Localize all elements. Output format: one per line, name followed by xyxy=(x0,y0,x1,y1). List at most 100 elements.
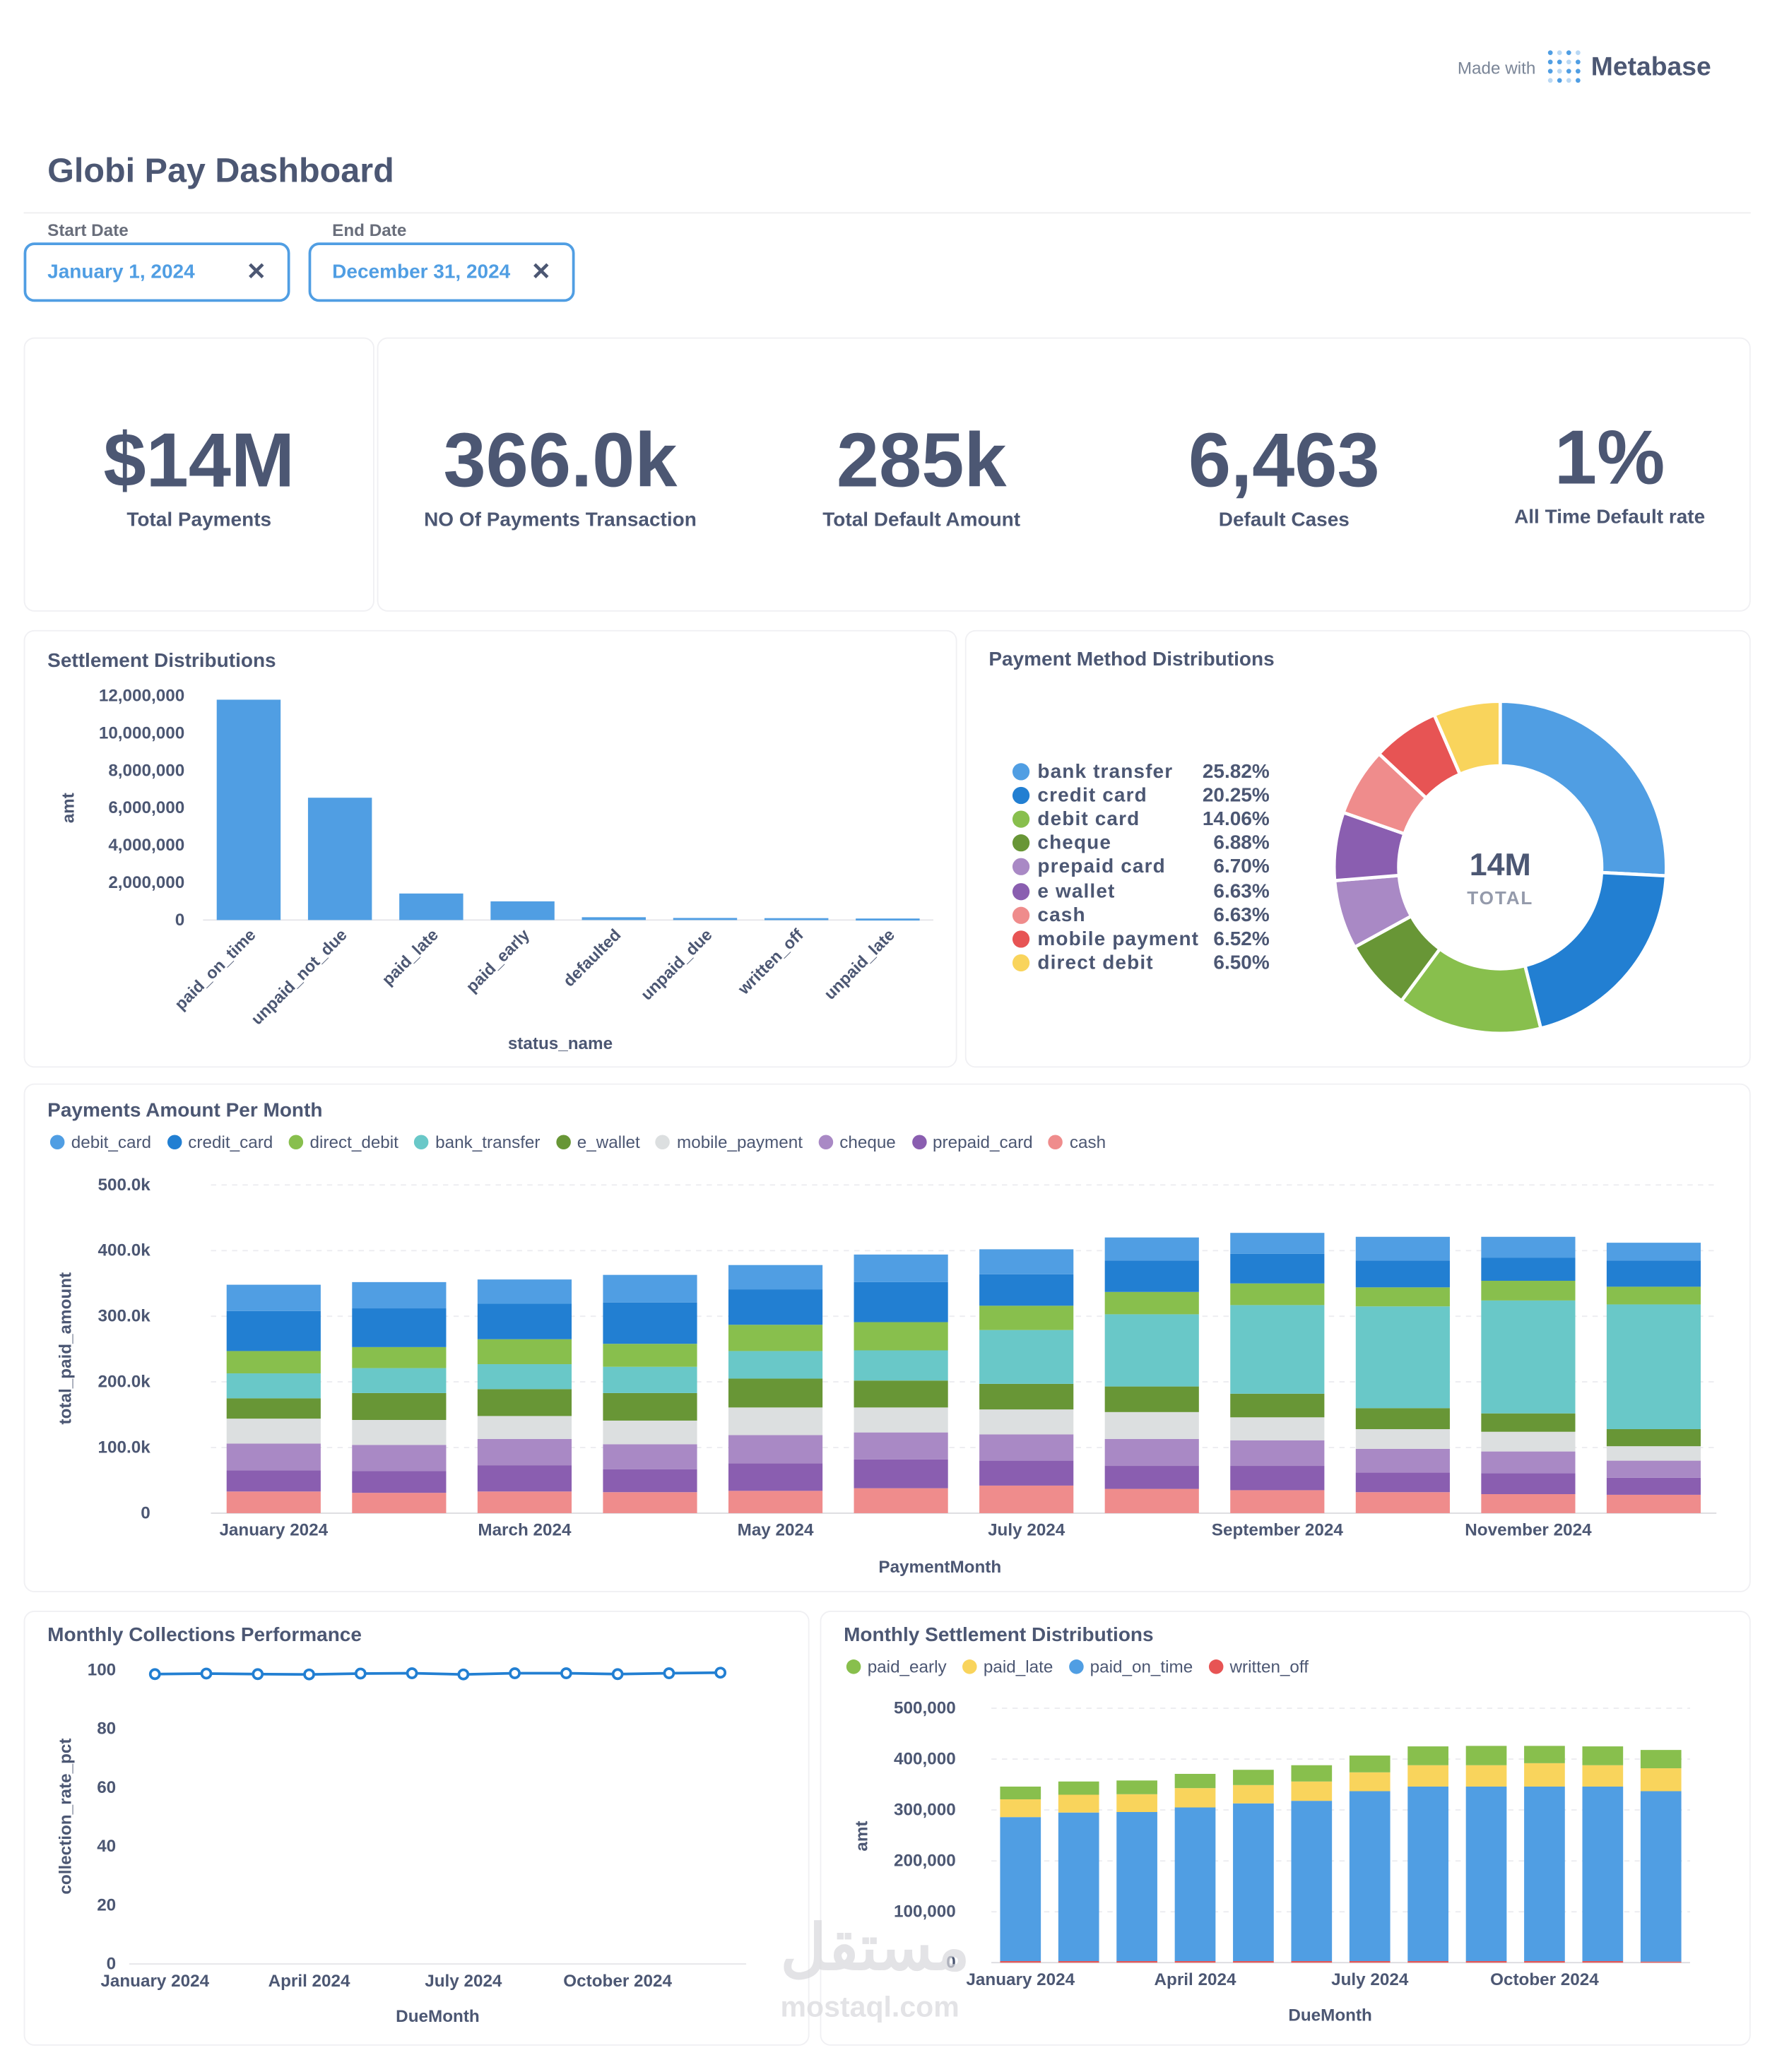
bar-segment xyxy=(979,1485,1074,1513)
bar-segment xyxy=(603,1302,697,1344)
bar-segment xyxy=(226,1398,321,1419)
legend-label: debit_card xyxy=(71,1132,152,1152)
bar-segment xyxy=(352,1368,447,1393)
y-tick-label: 300.0k xyxy=(98,1307,151,1326)
y-tick-label: 10,000,000 xyxy=(99,723,184,742)
start-date-filter[interactable]: January 1, 2024 ✕ xyxy=(23,242,290,302)
kpi-label: Total Default Amount xyxy=(822,509,1021,531)
legend-item[interactable]: bank transfer 25.82% xyxy=(1012,759,1270,783)
bar-segment xyxy=(979,1409,1074,1435)
data-point xyxy=(457,1668,470,1681)
metabase-brand: Metabase xyxy=(1590,52,1711,81)
legend-item[interactable]: prepaid card 6.70% xyxy=(1012,855,1270,879)
legend-item[interactable]: credit card 20.25% xyxy=(1012,783,1270,807)
y-tick-label: 0 xyxy=(107,1955,117,1974)
bar-segment xyxy=(1291,1961,1333,1963)
payment-method-chart-title: Payment Method Distributions xyxy=(988,648,1275,671)
made-with-label: Made with xyxy=(1457,57,1536,78)
payments-per-month-legend: debit_card credit_card direct_debit bank_tr… xyxy=(49,1132,1106,1152)
y-tick-label: 80 xyxy=(97,1719,116,1739)
bar-segment xyxy=(1640,1961,1682,1963)
y-tick-label: 6,000,000 xyxy=(108,798,184,817)
x-tick-label: paid_on_time xyxy=(171,925,259,1014)
data-point xyxy=(303,1668,315,1681)
end-date-filter[interactable]: December 31, 2024 ✕ xyxy=(308,242,575,302)
legend-item[interactable]: debit_card xyxy=(49,1132,152,1152)
bar-segment xyxy=(1230,1233,1325,1254)
bar-segment xyxy=(603,1392,697,1421)
made-with-metabase[interactable]: Made with Metabase xyxy=(1458,47,1711,87)
bar-segment xyxy=(1481,1413,1576,1432)
bar xyxy=(581,917,646,920)
legend-item[interactable]: cash xyxy=(1049,1132,1106,1152)
legend-dot xyxy=(962,1659,977,1674)
bar-segment xyxy=(603,1444,697,1469)
bar-segment xyxy=(477,1279,572,1304)
legend-item[interactable]: mobile payment 6.52% xyxy=(1012,927,1270,951)
y-axis-title: collection_rate_pct xyxy=(57,1739,76,1895)
monthly-settlement-legend: paid_early paid_late paid_on_time written_o… xyxy=(846,1657,1309,1676)
bar-segment xyxy=(1349,1756,1391,1772)
legend-percent: 6.63% xyxy=(1213,904,1270,927)
bar-segment xyxy=(1355,1306,1450,1409)
legend-label: mobile payment xyxy=(1037,928,1200,951)
y-tick-label: 12,000,000 xyxy=(99,687,184,706)
legend-item[interactable]: paid_on_time xyxy=(1068,1657,1193,1676)
bar-segment xyxy=(1349,1772,1391,1792)
bar-segment xyxy=(1116,1961,1157,1963)
bar-segment xyxy=(1355,1408,1450,1430)
legend-item[interactable]: e_wallet xyxy=(555,1132,640,1152)
bar xyxy=(764,918,829,920)
bar-segment xyxy=(226,1470,321,1492)
legend-label: paid_early xyxy=(867,1657,947,1677)
bar-segment xyxy=(603,1344,697,1367)
bar-segment xyxy=(1174,1773,1216,1789)
legend-item[interactable]: bank_transfer xyxy=(414,1132,541,1152)
legend-percent: 6.52% xyxy=(1213,928,1270,951)
x-tick-label: April 2024 xyxy=(268,1972,350,1991)
clear-start-date-icon[interactable]: ✕ xyxy=(246,258,266,285)
legend-item[interactable]: direct debit 6.50% xyxy=(1012,951,1270,975)
legend-item[interactable]: direct_debit xyxy=(288,1132,399,1152)
legend-percent: 14.06% xyxy=(1202,807,1270,831)
bar-segment xyxy=(603,1366,697,1393)
legend-item[interactable]: paid_late xyxy=(962,1657,1053,1676)
bar-segment xyxy=(728,1435,823,1464)
legend-item[interactable]: paid_early xyxy=(846,1657,947,1676)
dashboard-title: Globi Pay Dashboard xyxy=(47,150,394,190)
donut-slice xyxy=(1498,699,1668,878)
settlement-distributions-card[interactable] xyxy=(23,629,957,1068)
legend-item[interactable]: prepaid_card xyxy=(911,1132,1033,1152)
bar-segment xyxy=(1481,1473,1576,1494)
bar-segment xyxy=(854,1432,948,1460)
data-point xyxy=(714,1667,727,1679)
legend-item[interactable]: cash 6.63% xyxy=(1012,903,1270,927)
legend-label: credit card xyxy=(1037,783,1147,807)
bar-segment xyxy=(1230,1466,1325,1491)
legend-item[interactable]: debit card 14.06% xyxy=(1012,807,1270,831)
bar-segment xyxy=(1465,1961,1507,1963)
legend-dot xyxy=(1012,762,1030,780)
bar-segment xyxy=(1481,1236,1576,1258)
legend-item[interactable]: credit_card xyxy=(167,1132,273,1152)
bar-segment xyxy=(1233,1784,1274,1804)
bar-segment xyxy=(1233,1803,1274,1962)
y-tick-label: 200.0k xyxy=(98,1373,151,1392)
legend-item[interactable]: cheque 6.88% xyxy=(1012,831,1270,856)
legend-dot xyxy=(167,1135,182,1149)
bar-segment xyxy=(1104,1314,1199,1387)
donut-slice xyxy=(1431,699,1502,776)
legend-label: credit_card xyxy=(188,1132,273,1152)
legend-item[interactable]: cheque xyxy=(818,1132,896,1152)
collections-card[interactable] xyxy=(23,1611,810,2046)
clear-end-date-icon[interactable]: ✕ xyxy=(531,258,551,285)
bar-segment xyxy=(352,1392,447,1420)
bar-segment xyxy=(728,1289,823,1325)
legend-item[interactable]: e wallet 6.63% xyxy=(1012,879,1270,903)
bar-segment xyxy=(1355,1492,1450,1513)
legend-dot xyxy=(414,1135,429,1149)
x-tick-label: October 2024 xyxy=(1490,1970,1599,1989)
x-tick-label: July 2024 xyxy=(988,1521,1065,1540)
legend-item[interactable]: mobile_payment xyxy=(656,1132,803,1152)
legend-item[interactable]: written_off xyxy=(1208,1657,1309,1676)
